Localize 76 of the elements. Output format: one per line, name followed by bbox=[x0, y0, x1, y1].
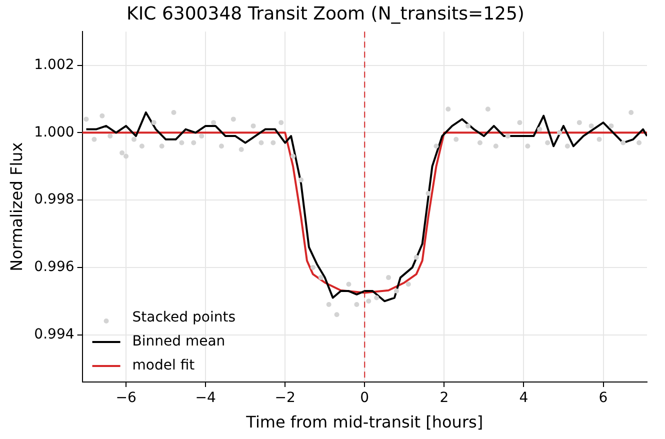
chart-title: KIC 6300348 Transit Zoom (N_transits=125) bbox=[126, 3, 524, 24]
point bbox=[318, 275, 324, 280]
point bbox=[406, 282, 411, 287]
y-tick-label: 0.994 bbox=[34, 326, 74, 342]
point bbox=[434, 144, 439, 149]
point bbox=[620, 140, 626, 146]
point bbox=[258, 140, 264, 146]
y-tick-label: 1.002 bbox=[34, 56, 74, 73]
point bbox=[628, 110, 634, 115]
point bbox=[636, 140, 642, 146]
point bbox=[466, 123, 471, 128]
point bbox=[485, 106, 490, 112]
point bbox=[120, 150, 125, 156]
point bbox=[326, 302, 332, 308]
point bbox=[608, 123, 614, 128]
point bbox=[92, 136, 97, 142]
point bbox=[517, 120, 522, 126]
point bbox=[346, 282, 352, 287]
point bbox=[477, 140, 482, 146]
point bbox=[159, 144, 164, 149]
x-tick-label: 0 bbox=[360, 390, 370, 406]
point bbox=[84, 116, 89, 122]
point bbox=[270, 140, 276, 146]
y-tick-label: 0.998 bbox=[34, 192, 74, 208]
point bbox=[505, 134, 510, 139]
point bbox=[576, 120, 582, 126]
legend-label: Binned mean bbox=[132, 334, 226, 350]
point bbox=[386, 275, 391, 280]
point bbox=[354, 302, 360, 308]
point bbox=[108, 134, 113, 139]
point bbox=[310, 264, 316, 270]
point bbox=[446, 106, 451, 112]
point bbox=[334, 312, 340, 318]
point bbox=[191, 140, 196, 146]
y-axis-title: Normalized Flux bbox=[6, 142, 26, 272]
point bbox=[171, 110, 176, 115]
point bbox=[139, 144, 144, 149]
point bbox=[525, 144, 530, 149]
point bbox=[124, 154, 129, 159]
point bbox=[394, 288, 399, 294]
point bbox=[493, 144, 498, 149]
point bbox=[238, 147, 244, 152]
point bbox=[374, 295, 380, 300]
x-tick-label: 6 bbox=[598, 390, 608, 406]
point bbox=[564, 144, 570, 149]
point bbox=[366, 298, 372, 304]
x-axis-title: Time from mid-transit [hours] bbox=[245, 412, 484, 432]
point bbox=[250, 123, 256, 128]
point bbox=[218, 144, 224, 149]
point bbox=[426, 190, 431, 196]
point bbox=[414, 254, 419, 260]
x-tick-label: 2 bbox=[440, 390, 449, 406]
point bbox=[211, 120, 216, 126]
point bbox=[298, 177, 304, 182]
y-tick-label: 0.996 bbox=[34, 259, 74, 276]
point bbox=[537, 126, 542, 132]
point bbox=[557, 130, 562, 136]
x-tick-label: −2 bbox=[274, 390, 296, 406]
legend-label: Stacked points bbox=[132, 310, 236, 326]
point bbox=[179, 140, 184, 146]
point bbox=[230, 116, 236, 122]
point bbox=[290, 154, 296, 159]
point bbox=[151, 120, 156, 126]
x-tick-label: −6 bbox=[116, 390, 136, 406]
point bbox=[596, 136, 602, 142]
x-tick-label: 4 bbox=[519, 390, 528, 406]
x-tick-label: −4 bbox=[195, 390, 216, 406]
y-tick-label: 1.000 bbox=[34, 124, 74, 140]
point bbox=[454, 136, 459, 142]
point bbox=[131, 136, 136, 142]
point bbox=[199, 134, 204, 139]
legend-label: model fit bbox=[132, 358, 196, 374]
point bbox=[278, 120, 284, 126]
point bbox=[588, 123, 594, 128]
point bbox=[545, 140, 550, 146]
point bbox=[100, 113, 105, 118]
